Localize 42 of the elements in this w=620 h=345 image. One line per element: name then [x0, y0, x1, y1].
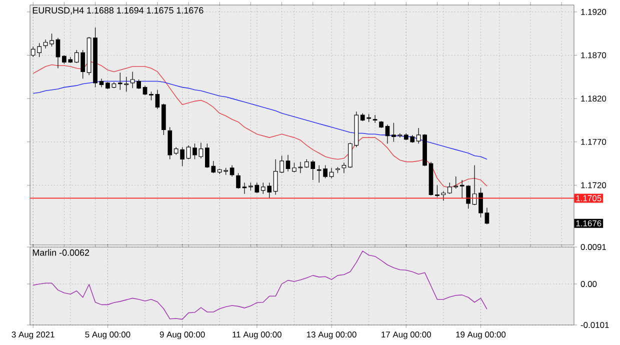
x-tick-label: 9 Aug 00:00 [160, 332, 205, 340]
candlestick [298, 162, 303, 174]
candlestick [385, 124, 390, 144]
chart-title: Marlin -0.0062 [32, 249, 90, 256]
candlestick [230, 164, 234, 177]
candlestick [329, 168, 334, 179]
x-tick-label: 13 Aug 00:00 [306, 332, 356, 340]
y-tick-label: 1.1920 [581, 8, 606, 15]
line-series [32, 250, 488, 320]
candlestick [56, 38, 60, 69]
candlestick [142, 85, 148, 96]
candlestick [441, 190, 446, 202]
candlestick [155, 90, 160, 110]
candlestick [292, 162, 296, 173]
y-tick-label: 0.0091 [580, 244, 606, 250]
y-tick-label: 1.1720 [581, 182, 606, 188]
candlestick [372, 114, 378, 124]
y-tick-label: 1.1770 [581, 138, 606, 145]
y-tick-label: 1.1820 [581, 96, 606, 102]
x-tick-label: 17 Aug 00:00 [382, 332, 431, 340]
x-tick-label: 19 Aug 00:00 [456, 332, 506, 340]
candlestick [286, 154, 290, 172]
candlestick [484, 207, 490, 225]
y-tick-label: -0.0101 [580, 322, 609, 328]
chart-title: EURUSD,H4 1.1688 1.1694 1.1675 1.1676 [32, 7, 204, 15]
candlestick [478, 188, 483, 218]
x-tick-label: 11 Aug 00:00 [232, 332, 282, 340]
ref-line-label: 1.1705 [576, 195, 602, 202]
candlestick [242, 182, 247, 194]
x-tick-label: 3 Aug 2021 [12, 332, 54, 340]
y-tick-label: 0.00 [580, 280, 597, 287]
text: 1.1676 [576, 220, 602, 226]
candlestick [43, 39, 48, 49]
candlestick [435, 184, 440, 198]
candlestick [192, 143, 197, 160]
candlestick [236, 172, 240, 189]
candlestick [198, 142, 204, 159]
candlestick [99, 78, 104, 88]
y-tick-label: 1.1870 [581, 52, 606, 58]
candlestick [186, 145, 191, 160]
candlestick [50, 33, 54, 47]
x-tick-label: 5 Aug 00:00 [85, 332, 130, 340]
